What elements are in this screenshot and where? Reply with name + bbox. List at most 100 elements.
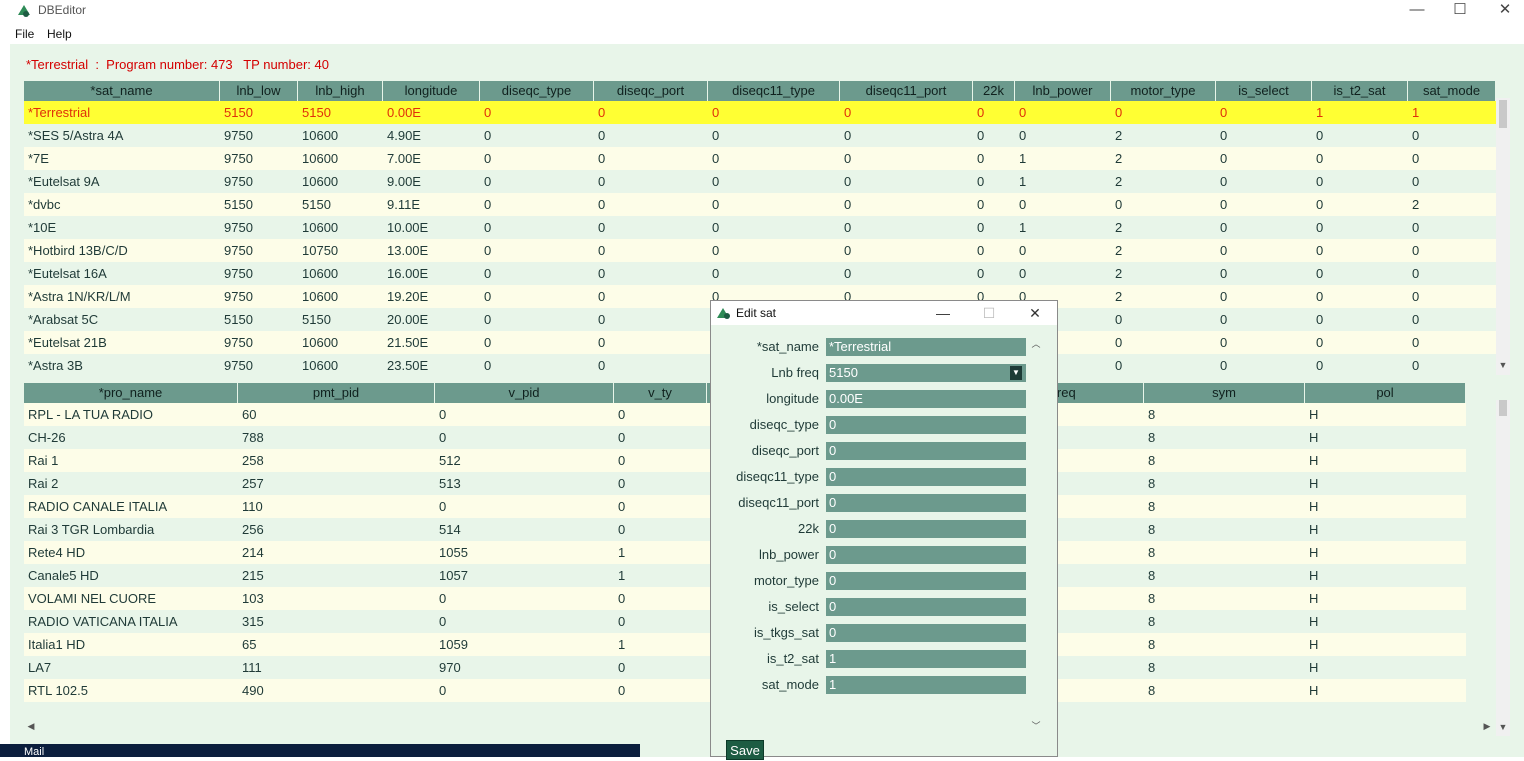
sat-cell[interactable]: 0 <box>1316 174 1324 189</box>
sat-cell[interactable]: 2 <box>1115 220 1123 235</box>
dialog-scrollbar[interactable]: ︿ ﹀ <box>1029 337 1043 733</box>
program-cell[interactable]: 111 <box>242 660 262 675</box>
sat-cell[interactable]: *10E <box>28 220 57 235</box>
sat-cell[interactable]: 0 <box>484 243 492 258</box>
dialog-minimize-button[interactable]: — <box>936 305 950 321</box>
sat-cell[interactable]: 16.00E <box>387 266 429 281</box>
sat-cell[interactable]: *Hotbird 13B/C/D <box>28 243 128 258</box>
program-cell[interactable]: 0 <box>618 476 626 491</box>
sat-cell[interactable]: 23.50E <box>387 358 429 373</box>
sat-cell[interactable]: 0 <box>484 358 492 373</box>
program-cell[interactable]: 214 <box>242 545 264 560</box>
program-cell[interactable]: 8 <box>1148 568 1156 583</box>
program-cell[interactable]: LA7 <box>28 660 52 675</box>
sat-cell[interactable]: 9750 <box>224 174 253 189</box>
field-input[interactable]: 0 <box>826 624 1026 642</box>
sat-cell[interactable]: 0 <box>598 105 606 120</box>
sat-cell[interactable]: 0 <box>598 197 606 212</box>
program-cell[interactable]: H <box>1309 522 1319 537</box>
sat-cell[interactable]: 9750 <box>224 220 253 235</box>
program-cell[interactable]: 65 <box>242 637 257 652</box>
program-cell[interactable]: 103 <box>242 591 264 606</box>
sat-cell[interactable]: 0 <box>1412 312 1420 327</box>
sat-cell[interactable]: 2 <box>1115 266 1123 281</box>
program-cell[interactable]: 0 <box>618 614 626 629</box>
sat-cell[interactable]: 0 <box>1316 289 1324 304</box>
program-cell[interactable]: 0 <box>439 407 447 422</box>
field-input[interactable]: 0 <box>826 442 1026 460</box>
sat-cell[interactable]: 0 <box>1220 128 1228 143</box>
program-cell[interactable]: 1 <box>618 637 626 652</box>
sat-cell[interactable]: 0 <box>1115 197 1123 212</box>
program-column-header[interactable]: pol <box>1305 383 1466 403</box>
sat-cell[interactable]: 10600 <box>302 335 339 350</box>
program-cell[interactable]: 8 <box>1148 499 1156 514</box>
sat-cell[interactable]: 5150 <box>302 197 331 212</box>
sat-cell[interactable]: 10750 <box>302 243 339 258</box>
sat-cell[interactable]: 0 <box>844 220 852 235</box>
program-cell[interactable]: 315 <box>242 614 264 629</box>
sat-column-header[interactable]: lnb_high <box>298 81 383 101</box>
sat-cell[interactable]: 2 <box>1115 151 1123 166</box>
sat-cell[interactable]: 0 <box>1220 335 1228 350</box>
sat-cell[interactable]: 0 <box>1316 151 1324 166</box>
program-cell[interactable]: 0 <box>439 614 447 629</box>
sat-cell[interactable]: *dvbc <box>28 197 61 212</box>
sat-cell[interactable]: 0 <box>598 335 606 350</box>
program-cell[interactable]: 0 <box>439 430 447 445</box>
sat-table-row[interactable]: *SES 5/Astra 4A 9750 10600 4.90E 0 0 0 0 0 0 2 0 0 0 <box>24 124 1496 147</box>
sat-table-row[interactable]: *Eutelsat 16A 9750 10600 16.00E 0 0 0 0 0 0 2 0 0 0 <box>24 262 1496 285</box>
program-cell[interactable]: 256 <box>242 522 264 537</box>
sat-cell[interactable]: 2 <box>1115 243 1123 258</box>
sat-cell[interactable]: 9750 <box>224 243 253 258</box>
sat-cell[interactable]: *Terrestrial <box>28 105 91 120</box>
sat-cell[interactable]: 13.00E <box>387 243 429 258</box>
sat-cell[interactable]: 0 <box>977 266 985 281</box>
sat-cell[interactable]: 0 <box>844 151 852 166</box>
sat-cell[interactable]: 0 <box>844 197 852 212</box>
sat-column-header[interactable]: motor_type <box>1111 81 1216 101</box>
sat-table-row[interactable]: *Astra 1N/KR/L/M 9750 10600 19.20E 0 0 0 0 0 0 2 0 0… <box>24 285 1496 308</box>
sat-cell[interactable]: 0 <box>844 266 852 281</box>
program-cell[interactable]: 1057 <box>439 568 468 583</box>
program-cell[interactable]: 257 <box>242 476 264 491</box>
sat-cell[interactable]: 0 <box>1220 289 1228 304</box>
sat-cell[interactable]: 0 <box>598 220 606 235</box>
sat-cell[interactable]: 10.00E <box>387 220 429 235</box>
save-button[interactable]: Save <box>726 740 764 760</box>
menu-help[interactable]: Help <box>47 27 72 41</box>
sat-cell[interactable]: 0 <box>1220 266 1228 281</box>
sat-cell[interactable]: 0 <box>1412 358 1420 373</box>
sat-cell[interactable]: 21.50E <box>387 335 429 350</box>
program-cell[interactable]: 8 <box>1148 476 1156 491</box>
sat-cell[interactable]: 9.00E <box>387 174 421 189</box>
program-cell[interactable]: 0 <box>618 683 626 698</box>
sat-cell[interactable]: 10600 <box>302 266 339 281</box>
sat-cell[interactable]: 0 <box>1220 105 1228 120</box>
sat-cell[interactable]: 0 <box>1220 174 1228 189</box>
sat-cell[interactable]: 0 <box>1316 220 1324 235</box>
sat-cell[interactable]: 2 <box>1115 174 1123 189</box>
field-input[interactable]: 0 <box>826 520 1026 538</box>
sat-cell[interactable]: 0.00E <box>387 105 421 120</box>
sat-cell[interactable]: 0 <box>1019 128 1027 143</box>
sat-cell[interactable]: 0 <box>1316 128 1324 143</box>
sat-cell[interactable]: 0 <box>844 174 852 189</box>
program-cell[interactable]: 8 <box>1148 545 1156 560</box>
program-cell[interactable]: H <box>1309 545 1319 560</box>
sat-cell[interactable]: 1 <box>1019 174 1027 189</box>
program-cell[interactable]: 513 <box>439 476 461 491</box>
sat-cell[interactable]: 2 <box>1115 128 1123 143</box>
sat-cell[interactable]: *7E <box>28 151 49 166</box>
menu-file[interactable]: File <box>15 27 35 41</box>
program-cell[interactable]: 0 <box>439 683 447 698</box>
program-table-scrollbar[interactable]: ▼ <box>1496 400 1510 736</box>
program-cell[interactable]: 0 <box>618 499 626 514</box>
scroll-up-icon[interactable]: ︿ <box>1031 339 1041 349</box>
sat-cell[interactable]: 0 <box>1019 197 1027 212</box>
sat-table-scrollbar[interactable]: ▼ <box>1496 98 1510 375</box>
dialog-close-button[interactable]: ✕ <box>1029 305 1041 321</box>
sat-column-header[interactable]: sat_mode <box>1408 81 1496 101</box>
program-cell[interactable]: Italia1 HD <box>28 637 86 652</box>
field-input[interactable]: 0 <box>826 468 1026 486</box>
